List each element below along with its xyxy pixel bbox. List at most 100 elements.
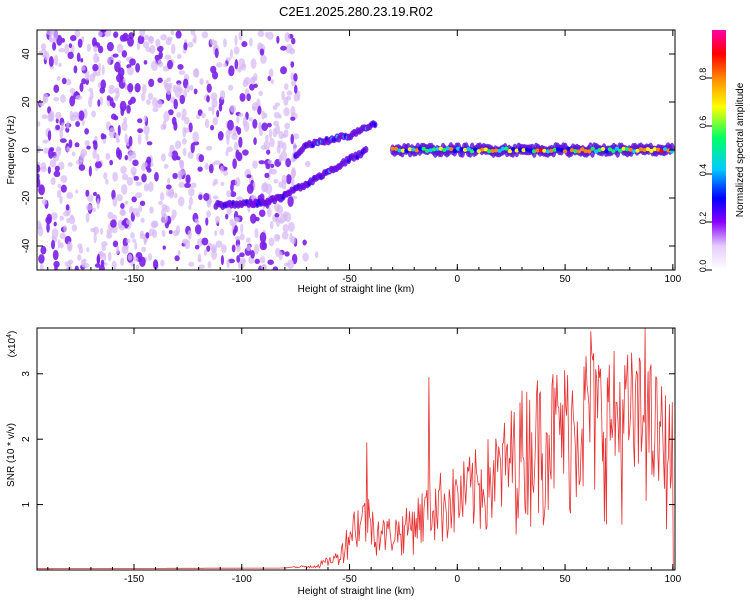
spectrogram-noise-blob <box>290 177 295 187</box>
spectrogram-noise-blob <box>255 216 260 222</box>
spectrogram-noise-blob <box>258 90 263 97</box>
spectrogram-noise-blob <box>132 207 139 216</box>
spectrogram-noise-blob <box>143 41 150 49</box>
spectrogram-noise-blob <box>291 167 296 178</box>
spectrogram-noise-blob <box>182 147 187 157</box>
spectrogram-noise-blob <box>131 150 136 155</box>
spectrogram-center-core <box>407 147 413 152</box>
spectrogram-noise-blob <box>66 192 74 199</box>
spectrogram-center-core <box>504 146 509 151</box>
colorbar-tick-label: 0.2 <box>698 212 708 225</box>
spectrogram-noise-blob <box>248 117 253 122</box>
spectrogram-noise-blob <box>268 167 273 174</box>
spectrogram-center-core <box>421 146 426 151</box>
spectrogram-xtick-label: -150 <box>124 274 144 285</box>
spectrogram-noise-blob <box>241 63 247 71</box>
spectrogram-noise-blob <box>55 146 62 158</box>
spectrogram-noise-blob <box>111 102 116 108</box>
spectrogram-noise-blob <box>137 128 144 134</box>
spectrogram-noise-blob <box>231 132 238 141</box>
spectrogram-noise-blob <box>276 204 284 215</box>
spectrogram-noise-blob <box>253 137 257 145</box>
spectrogram-noise-blob <box>174 140 182 150</box>
chart-title: C2E1.2025.280.23.19.R02 <box>279 4 433 19</box>
spectrogram-noise-blob <box>155 38 161 48</box>
spectrogram-noise-blob <box>38 184 45 196</box>
spectrogram-noise-blob <box>37 164 41 173</box>
spectrogram-noise-blob <box>82 262 90 268</box>
spectrogram-center-core <box>604 149 609 154</box>
spectrogram-ytick-label: 20 <box>21 96 32 108</box>
spectrogram-noise-blob <box>302 239 307 246</box>
spectrogram-noise-blob <box>89 91 94 100</box>
spectrogram-noise-blob <box>75 189 79 194</box>
spectrogram-noise-blob <box>47 166 51 174</box>
spectrogram-noise-blob <box>71 151 76 157</box>
spectrogram-noise-blob <box>281 174 287 184</box>
spectrogram-noise-blob <box>52 30 59 40</box>
spectrogram-noise-blob <box>187 151 194 159</box>
spectrogram-noise-blob <box>52 249 59 261</box>
spectrogram-noise-blob <box>121 245 129 255</box>
spectrogram-noise-blob <box>163 163 169 169</box>
spectrogram-noise-blob <box>65 78 72 86</box>
spectrogram-noise-blob <box>258 121 262 133</box>
spectrogram-noise-blob <box>105 152 111 160</box>
colorbar-tick-label: 0.6 <box>698 116 708 129</box>
spectrogram-noise-blob <box>69 95 76 107</box>
spectrogram-noise-blob <box>132 159 139 167</box>
spectrogram-noise-blob <box>219 228 225 236</box>
spectrogram-noise-blob <box>93 232 97 244</box>
spectrogram-noise-blob <box>65 204 70 211</box>
spectrogram-noise-blob <box>282 223 289 233</box>
spectrogram-noise-blob <box>268 128 273 140</box>
spectrogram-xtick-label: -50 <box>342 274 357 285</box>
spectrogram-noise-blob <box>121 173 129 181</box>
spectrogram-noise-blob <box>213 195 219 200</box>
spectrogram-noise-blob <box>285 158 291 168</box>
spectrogram-noise-blob <box>47 130 52 141</box>
spectrogram-noise-blob <box>290 80 297 87</box>
spectrogram-noise-blob <box>208 163 214 174</box>
spectrogram-center-core <box>514 148 519 153</box>
snr-frame <box>36 327 676 571</box>
spectrogram-noise-blob <box>66 120 70 129</box>
spectrogram-noise-blob <box>137 118 143 124</box>
spectrogram-center-core <box>621 146 626 151</box>
spectrogram-noise-blob <box>106 41 114 52</box>
spectrogram-noise-blob <box>127 151 133 162</box>
spectrogram-noise-blob <box>106 95 111 101</box>
spectrogram-noise-blob <box>185 174 191 184</box>
spectrogram-noise-blob <box>285 174 292 185</box>
spectrogram-noise-blob <box>209 39 216 46</box>
colorbar-tick-label: 0.0 <box>698 260 708 273</box>
spectrogram-noise-blob <box>75 95 83 101</box>
spectrogram-noise-blob <box>190 182 197 189</box>
spectrogram-noise-blob <box>53 170 61 178</box>
colorbar-label: Normalized spectral amplitude <box>735 82 746 217</box>
spectrogram-noise-blob <box>246 93 251 102</box>
spectrogram-noise-blob <box>183 42 188 51</box>
spectrogram-noise-blob <box>129 58 136 66</box>
spectrogram-noise-blob <box>192 38 197 43</box>
spectrogram-noise-blob <box>284 83 289 91</box>
spectrogram-noise-blob <box>221 244 227 253</box>
spectrogram-noise-blob <box>254 228 259 239</box>
spectrogram-center-core <box>573 149 578 154</box>
spectrogram-noise-blob <box>79 153 85 163</box>
spectrogram-noise-blob <box>272 266 279 270</box>
spectrogram-noise-blob <box>198 264 205 269</box>
spectrogram-noise-blob <box>238 136 243 148</box>
spectrogram-noise-blob <box>40 162 47 170</box>
spectrogram-center-core <box>580 147 585 152</box>
spectrogram-noise-blob <box>216 110 220 118</box>
colorbar-gradient <box>712 30 726 270</box>
spectrogram-noise-blob <box>50 212 58 221</box>
spectrogram-noise-blob <box>276 145 281 154</box>
spectrogram-noise-blob <box>93 45 98 53</box>
spectrogram-noise-blob <box>107 57 111 65</box>
snr-xtick-label: -150 <box>124 574 144 585</box>
spectrogram-noise-blob <box>206 83 212 93</box>
spectrogram-noise-blob <box>43 147 50 154</box>
